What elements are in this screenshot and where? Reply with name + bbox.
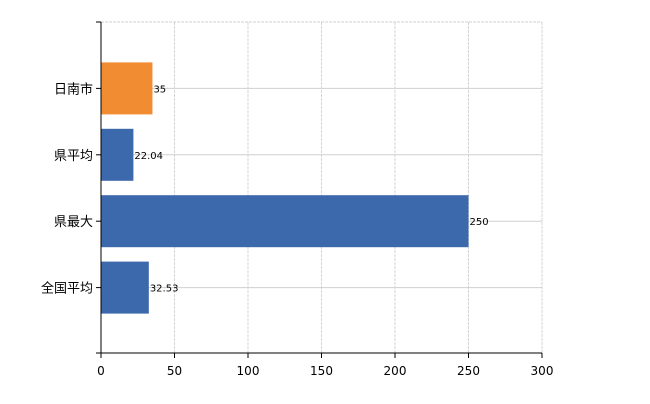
bar-1 [101, 128, 134, 181]
data-label-1: 22.04 [134, 151, 163, 162]
x-tick-label: 300 [531, 364, 554, 378]
bar-2 [101, 195, 469, 248]
x-tick-label: 150 [310, 364, 333, 378]
x-tick-label: 250 [457, 364, 480, 378]
category-label-3: 全国平均 [41, 281, 93, 297]
category-label-2: 県最大 [54, 215, 93, 230]
data-label-0: 35 [153, 84, 166, 95]
data-label-3: 32.53 [150, 284, 179, 295]
data-label-2: 250 [470, 217, 489, 228]
bar-0 [101, 62, 153, 115]
bar-3 [101, 261, 149, 314]
x-tick-label: 50 [167, 364, 182, 378]
x-tick-label: 200 [384, 364, 407, 378]
category-label-1: 県平均 [54, 149, 93, 164]
x-tick-label: 100 [237, 364, 260, 378]
category-label-0: 日南市 [54, 81, 93, 97]
x-tick-label: 0 [97, 364, 105, 378]
